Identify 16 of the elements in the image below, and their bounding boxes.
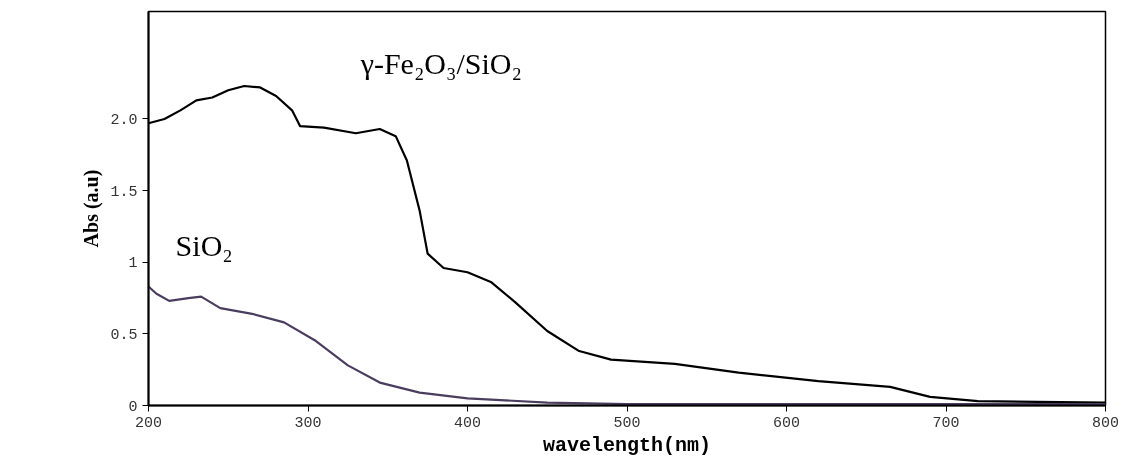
series-label: γ-Fe₂O₃/SiO₂ [359, 47, 522, 81]
y-tick-label: 2.0 [110, 111, 138, 129]
x-tick-label: 200 [135, 414, 163, 432]
x-tick-label: 700 [932, 414, 960, 432]
y-axis-title: Abs (a.u) [80, 169, 104, 248]
x-tick-label: 600 [773, 414, 801, 432]
y-tick-label: 1 [128, 255, 138, 273]
x-tick-label: 400 [454, 414, 482, 432]
x-tick-label: 300 [294, 414, 322, 432]
y-tick-label: 1.5 [110, 183, 138, 201]
x-tick-label: 500 [613, 414, 641, 432]
y-tick-label: 0 [128, 398, 138, 416]
x-axis-title: wavelength(nm) [542, 433, 712, 457]
x-tick-label: 800 [1092, 414, 1120, 432]
series-label: SiO₂ [175, 229, 233, 263]
y-tick-label: 0.5 [110, 326, 138, 344]
